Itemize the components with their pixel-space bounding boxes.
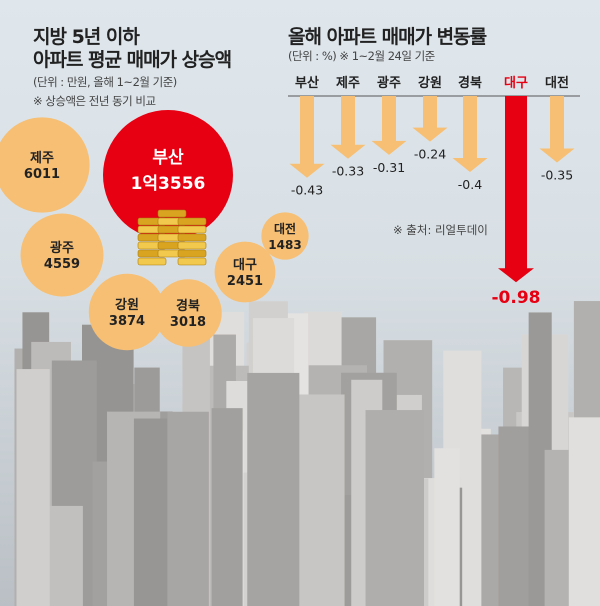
building	[45, 505, 83, 606]
bubble-region-label: 대전	[274, 221, 296, 236]
source-note: ※ 출처: 리얼투데이	[393, 223, 488, 237]
building	[16, 369, 50, 606]
bar-arrow	[330, 96, 366, 159]
bar-category-label: 경북	[458, 75, 482, 91]
bar-제주: 제주 -0.33	[330, 76, 366, 179]
bar-category-label: 부산	[295, 75, 319, 91]
bubble-region-label: 경북	[176, 298, 200, 314]
bar-arrow	[289, 96, 325, 178]
bubble-value-label: 1억3556	[131, 174, 206, 194]
bubble-circle	[154, 279, 222, 347]
bubble-value-label: 3018	[170, 315, 206, 330]
bubble-circle	[103, 110, 233, 240]
left-title-line2: 아파트 평균 매매가 상승액	[33, 49, 232, 71]
bubble-region-label: 제주	[30, 151, 54, 166]
bubble-circle	[214, 241, 276, 303]
bar-경북: 경북 -0.4	[452, 75, 488, 192]
bar-arrow	[412, 96, 448, 142]
bubble-value-label: 3874	[109, 314, 145, 329]
bar-value-label: -0.24	[414, 147, 446, 162]
building	[247, 372, 300, 606]
bar-category-label: 대전	[545, 75, 569, 91]
coin-stack-icon	[137, 209, 207, 266]
building	[211, 408, 243, 606]
left-unit: (단위 : 만원, 올해 1~2월 기준)	[33, 75, 177, 89]
bubble-value-label: 2451	[227, 274, 263, 289]
left-title-line1: 지방 5년 이하	[33, 26, 140, 48]
bubble-circle	[20, 213, 104, 297]
bubble-circle	[261, 212, 309, 260]
bubble-부산: 부산 1억3556	[103, 110, 233, 240]
building	[133, 418, 171, 606]
building	[568, 417, 600, 606]
building	[295, 394, 345, 606]
bar-value-label: -0.33	[332, 164, 364, 179]
bubble-circle	[88, 273, 166, 351]
building	[167, 411, 209, 606]
bubble-region-label: 강원	[115, 297, 139, 313]
bar-category-label: 광주	[377, 76, 401, 91]
bubble-region-label: 광주	[50, 241, 74, 256]
bar-value-label: -0.4	[458, 177, 482, 192]
building	[365, 410, 424, 606]
bar-category-label: 강원	[418, 75, 442, 91]
bubble-대전: 대전 1483	[261, 212, 309, 260]
bubble-value-label: 4559	[44, 257, 80, 272]
bubble-region-label: 대구	[233, 258, 257, 273]
bar-arrow	[371, 96, 407, 155]
bar-대구: 대구 -0.98	[492, 76, 541, 308]
bar-대전: 대전 -0.35	[539, 75, 575, 183]
bar-category-label: 제주	[336, 76, 360, 91]
bar-부산: 부산 -0.43	[289, 75, 325, 198]
bubble-circle	[0, 117, 90, 213]
left-note: ※ 상승액은 전년 동기 비교	[33, 94, 156, 108]
bar-value-label: -0.31	[373, 160, 405, 175]
bar-arrow	[498, 96, 534, 283]
bar-value-label: -0.35	[541, 168, 573, 183]
bubble-region-label: 부산	[152, 148, 184, 168]
bar-category-label: 대구	[504, 76, 528, 91]
right-title: 올해 아파트 매매가 변동률	[288, 26, 487, 48]
bubble-value-label: 1483	[268, 238, 301, 252]
right-unit: (단위 : %) ※ 1~2월 24일 기준	[288, 49, 435, 63]
bar-arrow	[539, 96, 575, 163]
bar-value-label: -0.98	[492, 288, 541, 308]
bar-arrow	[452, 96, 488, 172]
bar-강원: 강원 -0.24	[412, 75, 448, 162]
bar-광주: 광주 -0.31	[371, 76, 407, 175]
building	[434, 448, 460, 606]
bubble-value-label: 6011	[24, 167, 60, 182]
bar-value-label: -0.43	[291, 183, 323, 198]
